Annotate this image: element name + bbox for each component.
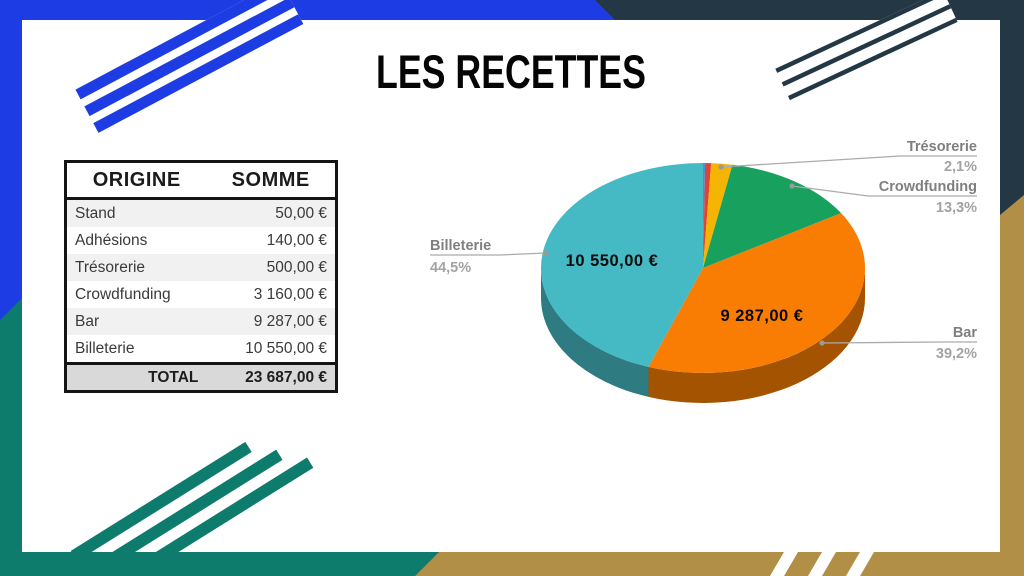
- stripe: [70, 441, 252, 562]
- revenue-table: ORIGINE SOMME Stand 50,00 € Adhésions 140,0…: [64, 160, 338, 393]
- stripe: [75, 0, 286, 100]
- stripe: [95, 457, 314, 576]
- slash: [808, 552, 836, 576]
- pie-callout-percent-bar: 39,2%: [936, 346, 977, 362]
- bottomright-slashes-decoration: [770, 552, 874, 576]
- slash: [770, 552, 798, 576]
- table-row: Billeterie 10 550,00 €: [66, 335, 337, 364]
- table-row: Bar 9 287,00 €: [65, 308, 337, 335]
- pie-slice-crowdfunding: [703, 164, 842, 268]
- pie-callout-name-crowdfunding: Crowdfunding: [879, 179, 977, 195]
- leader-line-bar: [821, 341, 977, 344]
- origin-cell: Billeterie: [75, 339, 135, 357]
- table-total-row: TOTAL 23 687,00 €: [65, 362, 337, 392]
- leader-dot-billeterie: [543, 250, 549, 256]
- amount-cell: 10 550,00 €: [245, 339, 327, 357]
- origin-cell: Trésorerie: [75, 258, 146, 276]
- origin-cell: Bar: [75, 312, 100, 330]
- pie-callout-name-tresorerie: Trésorerie: [907, 139, 977, 155]
- column-header-somme: SOMME: [206, 161, 337, 200]
- pie-value-label-bar: 9 287,00 €: [721, 307, 804, 325]
- slash: [846, 552, 874, 576]
- stripe: [82, 449, 283, 576]
- pie-callout-percent-tresorerie: 2,1%: [944, 159, 977, 175]
- pie-slice-bar: [648, 213, 865, 373]
- pie-side-billeterie: [541, 268, 649, 397]
- pie-callout-percent-crowdfunding: 13,3%: [936, 200, 977, 216]
- leader-dot-crowdfunding: [789, 183, 795, 189]
- table-row: Adhésions 140,00 €: [66, 227, 337, 254]
- pie-callout-name-bar: Bar: [953, 325, 978, 341]
- pie-callout-name-billeterie: Billeterie: [430, 238, 491, 254]
- origin-cell: Adhésions: [75, 231, 148, 249]
- table-row: Stand 50,00 €: [65, 197, 337, 227]
- pie-side-bar: [648, 268, 865, 403]
- column-header-origine: ORIGINE: [65, 161, 207, 200]
- leader-line-billeterie: [430, 252, 547, 256]
- leader-dot-bar: [819, 340, 825, 346]
- pie-slice-adhesions: [703, 163, 712, 268]
- page-title: LES RECETTES: [376, 45, 646, 98]
- table-header-row: ORIGINE SOMME: [65, 161, 337, 200]
- pie-callout-percent-billeterie: 44,5%: [430, 260, 471, 276]
- bottomleft-stripes-decoration: [70, 441, 314, 576]
- pie-slice-tresorerie: [703, 163, 733, 268]
- stripe: [788, 17, 958, 101]
- amount-cell: 3 160,00 €: [253, 285, 327, 303]
- amount-cell: 500,00 €: [266, 258, 327, 276]
- leader-line-crowdfunding: [791, 185, 977, 197]
- stripe-gap: [76, 446, 267, 552]
- amount-cell: 50,00 €: [206, 197, 337, 227]
- stripe: [84, 0, 295, 117]
- total-value: 23 687,00 €: [206, 362, 337, 392]
- pie-slice-stand: [703, 163, 706, 268]
- amount-cell: 9 287,00 €: [253, 312, 327, 330]
- stripe-gap: [89, 454, 298, 552]
- leader-dot-tresorerie: [718, 164, 724, 170]
- pie-slice-billeterie: [540, 163, 703, 367]
- stripe: [93, 14, 304, 133]
- stripe: [775, 0, 945, 73]
- table-body: Stand 50,00 € Adhésions 140,00 € Trésorerie 5…: [65, 197, 337, 364]
- table-row: Crowdfunding 3 160,00 €: [66, 281, 337, 308]
- total-label: TOTAL: [65, 362, 207, 392]
- pie-value-label-billeterie: 10 550,00 €: [566, 252, 659, 270]
- topright-stripes-decoration: [775, 0, 958, 101]
- leader-line-tresorerie: [720, 155, 977, 168]
- amount-cell: 140,00 €: [266, 231, 327, 249]
- stripe: [781, 4, 952, 87]
- origin-cell: Crowdfunding: [75, 285, 171, 303]
- revenue-table-container: ORIGINE SOMME Stand 50,00 € Adhésions 140,0…: [64, 160, 338, 393]
- origin-cell: Stand: [65, 197, 207, 227]
- table-row: Trésorerie 500,00 €: [65, 254, 337, 281]
- topleft-stripes-decoration: [75, 0, 304, 133]
